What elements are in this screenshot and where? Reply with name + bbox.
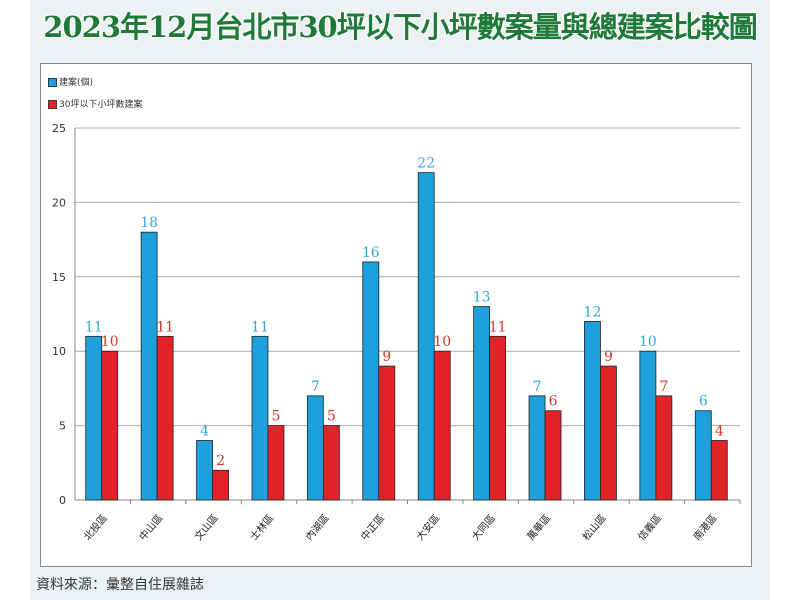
data-label: 22 [417,156,435,172]
x-tick-label: 士林區 [247,512,276,543]
data-label: 4 [200,423,209,439]
bar-total [196,440,213,501]
data-label: 6 [549,394,558,410]
x-tick-label: 南港區 [690,512,719,543]
bar-small [600,365,617,501]
legend-item-total: 建案(個) [48,72,142,94]
data-label: 9 [604,349,613,365]
data-label: 5 [327,409,336,425]
data-label: 7 [659,379,668,395]
bar-small [489,335,507,501]
legend-swatch-red [48,100,57,109]
x-tick-label: 松山區 [580,512,609,543]
legend-swatch-blue [48,78,57,87]
y-tick-label: 20 [52,196,66,209]
data-label: 10 [639,334,657,350]
legend-item-small: 30坪以下小坪數建案 [48,94,142,116]
bar-small [322,425,340,501]
legend: 建案(個) 30坪以下小坪數建案 [48,72,142,116]
bar-small [212,469,229,501]
chart-title: 2023年12月台北市30坪以下小坪數案量與總建案比較圖 [43,10,757,44]
data-label: 7 [311,379,320,395]
bar-small [655,395,673,501]
bar-total [528,395,546,501]
data-label: 11 [251,319,269,335]
x-tick-label: 中正區 [358,512,387,543]
data-label: 9 [382,349,391,365]
data-label: 10 [433,334,451,350]
bar-total [417,172,435,501]
bar-total [140,231,158,501]
data-label: 16 [362,245,380,261]
legend-label: 30坪以下小坪數建案 [59,100,143,110]
y-tick-label: 15 [52,271,66,284]
data-label: 7 [533,379,542,395]
y-tick-label: 10 [52,345,66,358]
bar-total [639,350,657,501]
legend-label: 建案(個) [59,78,94,88]
data-label: 11 [85,319,103,335]
bar-small [156,335,174,501]
bar-small [710,440,728,501]
data-label: 6 [699,394,708,410]
data-label: 10 [101,334,119,350]
source-note: 資料來源：彙整自住展雜誌 [36,577,204,593]
bar-total [473,306,491,501]
bar-total [85,335,103,501]
bar-small [433,350,451,501]
x-tick-label: 信義區 [635,512,664,543]
data-label: 18 [140,215,158,231]
y-tick-label: 5 [59,420,66,433]
data-label: 5 [271,409,280,425]
x-tick-label: 大同區 [469,512,498,543]
bar-total [584,321,601,501]
data-label: 12 [584,304,602,320]
bar-small [544,410,562,501]
y-tick-label: 25 [52,122,66,135]
data-label: 11 [489,319,507,335]
data-label: 2 [216,453,225,469]
x-tick-label: 內湖區 [303,512,331,543]
bar-total [306,395,324,501]
y-tick-label: 0 [59,494,66,507]
x-tick-label: 文山區 [192,512,221,543]
data-label: 11 [156,319,174,335]
data-label: 4 [715,423,724,439]
data-label: 13 [473,290,491,306]
x-tick-label: 中山區 [136,512,165,543]
bar-small [267,425,285,501]
bar-total [362,261,380,501]
x-tick-label: 大安區 [413,512,442,543]
x-tick-label: 萬華區 [524,512,553,543]
bar-total [251,335,269,501]
bar-small [101,350,119,501]
bar-small [378,365,396,501]
x-tick-label: 北投區 [81,512,110,543]
bar-total [694,410,712,501]
